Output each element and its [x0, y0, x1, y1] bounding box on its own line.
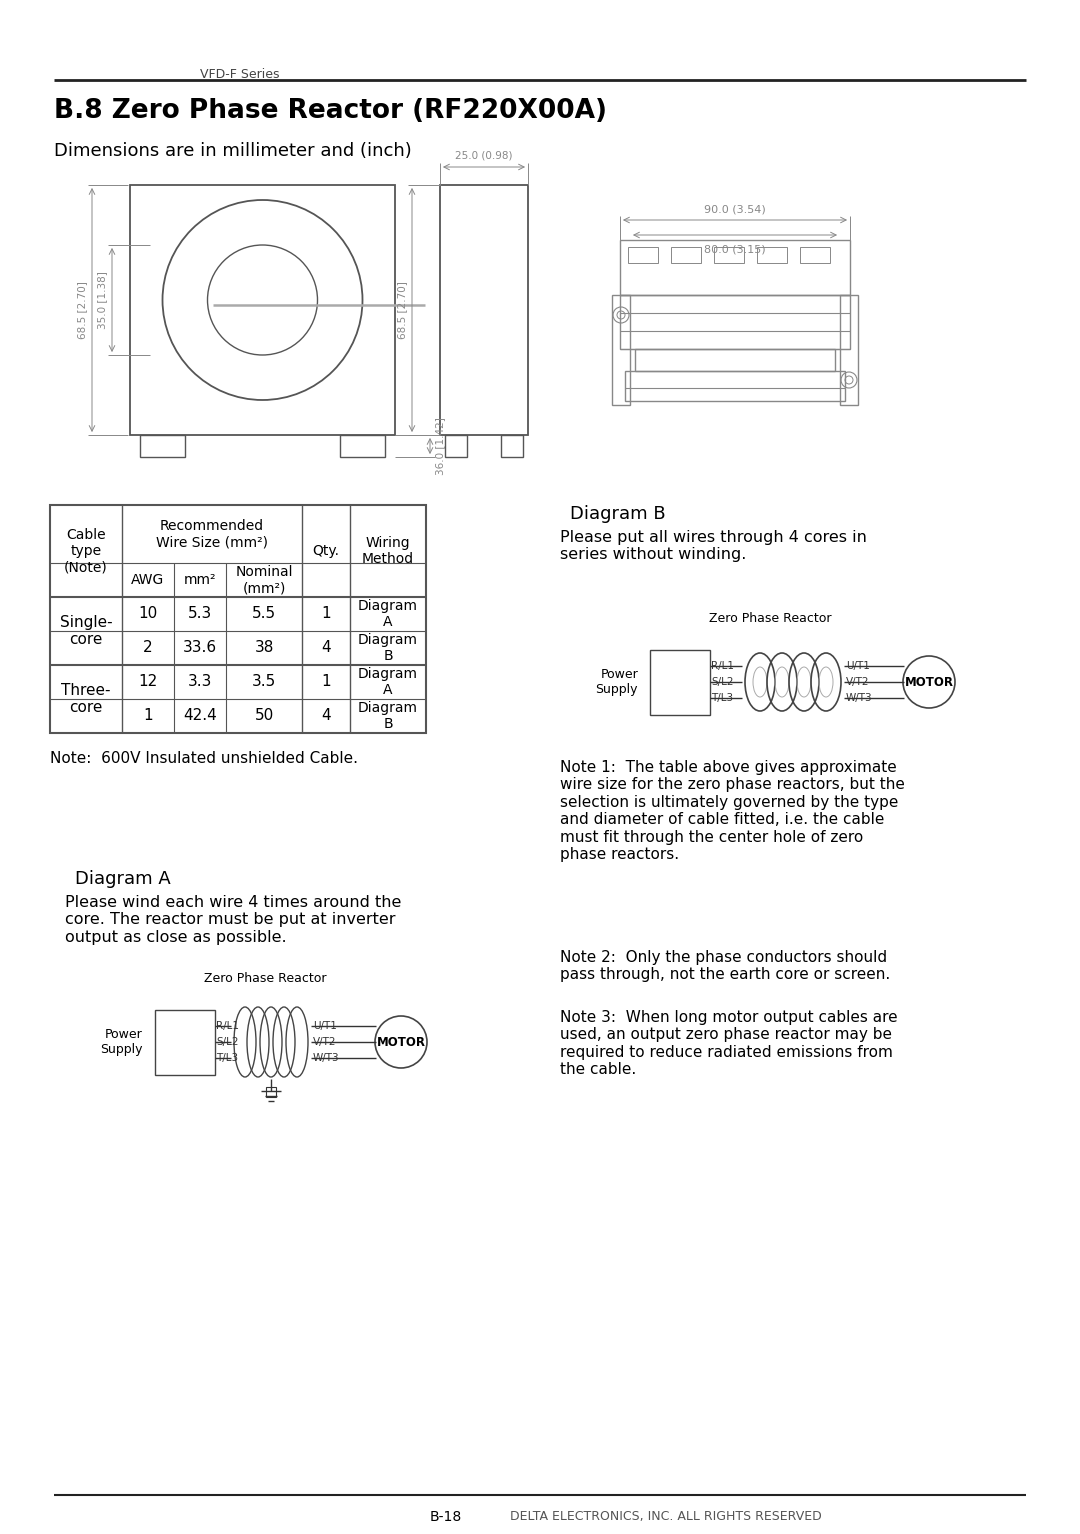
Bar — [714, 247, 744, 262]
Text: Diagram
B: Diagram B — [357, 701, 418, 732]
Text: W/T3: W/T3 — [313, 1052, 339, 1063]
Text: Single-
core: Single- core — [59, 615, 112, 647]
Text: 4: 4 — [321, 641, 330, 655]
Text: 50: 50 — [255, 709, 273, 724]
Bar — [340, 436, 384, 457]
Text: 5.3: 5.3 — [188, 606, 212, 621]
Text: Power
Supply: Power Supply — [595, 667, 638, 696]
Text: Diagram
A: Diagram A — [357, 667, 418, 696]
Text: 1: 1 — [144, 709, 152, 724]
Text: 36.0 [1.42]: 36.0 [1.42] — [435, 417, 445, 476]
Bar — [625, 371, 845, 400]
Text: 90.0 (3.54): 90.0 (3.54) — [704, 204, 766, 215]
Text: T/L3: T/L3 — [711, 693, 733, 703]
Bar — [635, 350, 835, 371]
Text: 33.6: 33.6 — [183, 641, 217, 655]
Text: DELTA ELECTRONICS, INC. ALL RIGHTS RESERVED: DELTA ELECTRONICS, INC. ALL RIGHTS RESER… — [510, 1509, 822, 1523]
Text: Three-
core: Three- core — [62, 683, 111, 715]
Text: 35.0 [1.38]: 35.0 [1.38] — [97, 272, 107, 328]
Bar — [757, 247, 787, 262]
Text: Wiring
Method: Wiring Method — [362, 535, 414, 566]
Text: 3.5: 3.5 — [252, 675, 276, 689]
Text: T/L3: T/L3 — [216, 1052, 238, 1063]
Text: Please wind each wire 4 times around the
core. The reactor must be put at invert: Please wind each wire 4 times around the… — [65, 894, 402, 945]
Text: Recommended
Wire Size (mm²): Recommended Wire Size (mm²) — [156, 518, 268, 549]
Text: 12: 12 — [138, 675, 158, 689]
Text: Diagram
A: Diagram A — [357, 598, 418, 629]
Text: Nominal
(mm²): Nominal (mm²) — [235, 565, 293, 595]
Text: Dimensions are in millimeter and (inch): Dimensions are in millimeter and (inch) — [54, 143, 411, 160]
Text: R/L1: R/L1 — [711, 661, 734, 670]
Text: Diagram B: Diagram B — [570, 505, 665, 523]
Bar — [501, 436, 523, 457]
Bar — [620, 239, 850, 295]
Bar — [612, 295, 630, 405]
Text: 1: 1 — [321, 606, 330, 621]
Text: 10: 10 — [138, 606, 158, 621]
Text: B.8 Zero Phase Reactor (RF220X00A): B.8 Zero Phase Reactor (RF220X00A) — [54, 98, 607, 124]
Text: Power
Supply: Power Supply — [100, 1028, 143, 1055]
Bar — [140, 436, 185, 457]
Text: 25.0 (0.98): 25.0 (0.98) — [456, 150, 513, 161]
Text: Note:  600V Insulated unshielded Cable.: Note: 600V Insulated unshielded Cable. — [50, 752, 357, 765]
Text: Please put all wires through 4 cores in
series without winding.: Please put all wires through 4 cores in … — [561, 531, 867, 563]
Bar — [50, 505, 426, 733]
Text: 80.0 (3.15): 80.0 (3.15) — [704, 245, 766, 255]
Text: 3.3: 3.3 — [188, 675, 212, 689]
Text: Zero Phase Reactor: Zero Phase Reactor — [708, 612, 832, 624]
Text: 2: 2 — [144, 641, 152, 655]
Text: Cable
type
(Note): Cable type (Note) — [64, 528, 108, 574]
Bar — [266, 1088, 276, 1097]
Text: VFD-F Series: VFD-F Series — [200, 67, 280, 81]
Text: MOTOR: MOTOR — [377, 1035, 426, 1049]
Text: R/L1: R/L1 — [216, 1022, 239, 1031]
Text: AWG: AWG — [132, 574, 164, 588]
Bar — [650, 650, 710, 715]
Text: 38: 38 — [254, 641, 273, 655]
Text: 5.5: 5.5 — [252, 606, 276, 621]
Text: S/L2: S/L2 — [216, 1037, 239, 1048]
Text: 42.4: 42.4 — [184, 709, 217, 724]
Text: Note 1:  The table above gives approximate
wire size for the zero phase reactors: Note 1: The table above gives approximat… — [561, 759, 905, 862]
Bar — [671, 247, 701, 262]
Text: 1: 1 — [321, 675, 330, 689]
Text: 4: 4 — [321, 709, 330, 724]
Bar — [800, 247, 831, 262]
Text: Diagram
B: Diagram B — [357, 634, 418, 663]
Text: S/L2: S/L2 — [711, 676, 733, 687]
Text: U/T1: U/T1 — [313, 1022, 337, 1031]
Text: Qty.: Qty. — [312, 545, 339, 558]
Text: MOTOR: MOTOR — [905, 675, 954, 689]
Text: mm²: mm² — [184, 574, 216, 588]
Bar — [840, 295, 858, 405]
Text: Note 3:  When long motor output cables are
used, an output zero phase reactor ma: Note 3: When long motor output cables ar… — [561, 1009, 897, 1077]
Bar — [620, 295, 850, 350]
Bar — [627, 247, 658, 262]
Text: Diagram A: Diagram A — [75, 870, 171, 888]
Text: Note 2:  Only the phase conductors should
pass through, not the earth core or sc: Note 2: Only the phase conductors should… — [561, 950, 890, 982]
Text: V/T2: V/T2 — [313, 1037, 337, 1048]
Text: U/T1: U/T1 — [846, 661, 869, 670]
Bar — [440, 186, 528, 436]
Text: W/T3: W/T3 — [846, 693, 873, 703]
Bar — [130, 186, 395, 436]
Text: V/T2: V/T2 — [846, 676, 869, 687]
Text: B-18: B-18 — [430, 1509, 462, 1523]
Text: Zero Phase Reactor: Zero Phase Reactor — [204, 973, 326, 985]
Text: 68.5 [2.70]: 68.5 [2.70] — [77, 281, 87, 339]
Bar — [156, 1009, 215, 1075]
Text: 68.5 [2.70]: 68.5 [2.70] — [397, 281, 407, 339]
Bar — [445, 436, 467, 457]
